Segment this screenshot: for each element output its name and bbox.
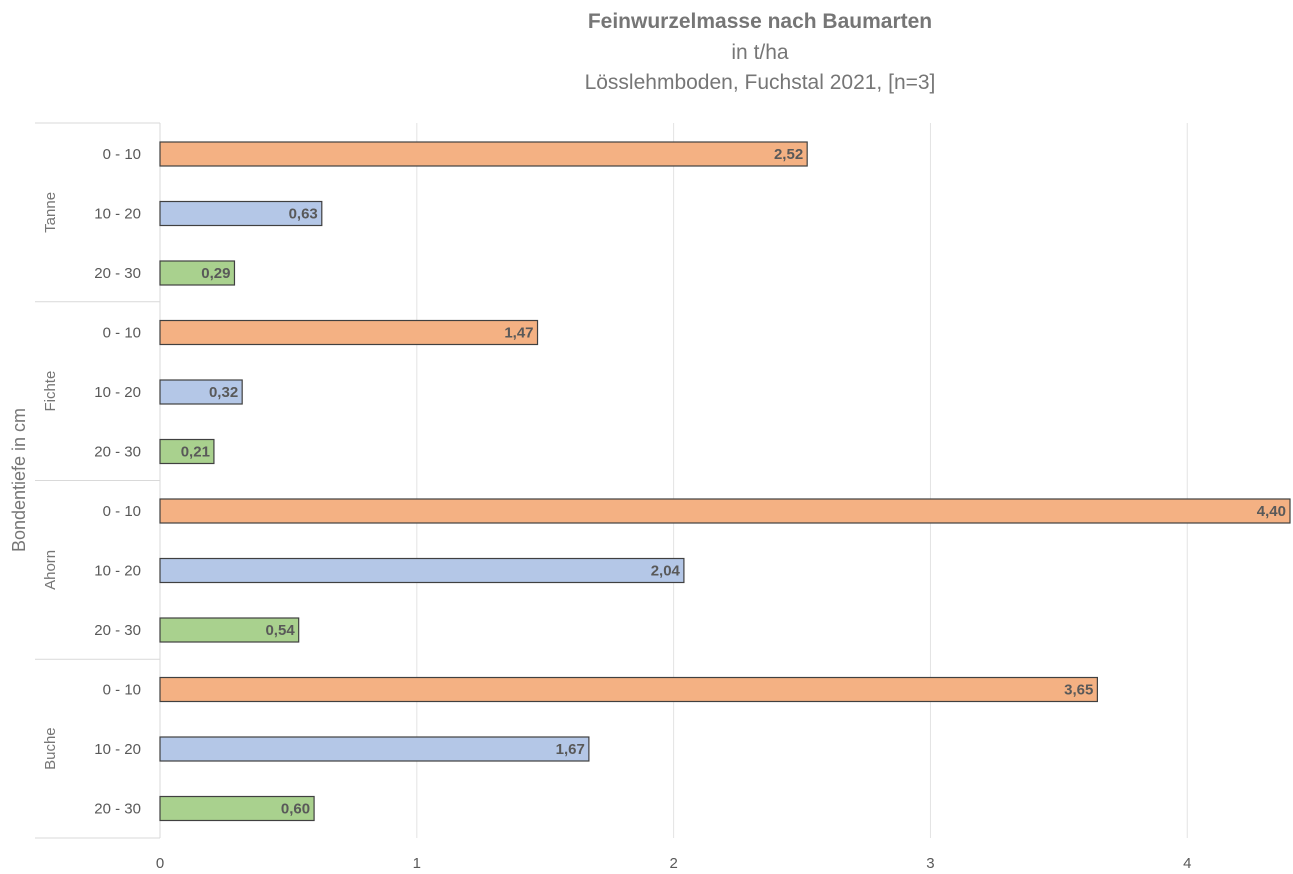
category-label: 10 - 20 <box>94 563 141 580</box>
data-label: 3,65 <box>1064 682 1093 699</box>
x-tick-label: 1 <box>413 855 421 872</box>
data-label: 2,52 <box>774 146 803 163</box>
category-label: 0 - 10 <box>103 325 141 342</box>
bar <box>159 557 685 584</box>
group-label: Ahorn <box>42 550 59 590</box>
bar <box>159 438 215 465</box>
chart-subtitle-location: Lösslehmboden, Fuchstal 2021, [n=3] <box>584 71 936 94</box>
x-tick-label: 0 <box>156 855 164 872</box>
bar <box>159 676 1098 703</box>
labels: 0 1 2 3 4 Tanne 0 - 10 2,52 10 - 20 0,63 20 - 30 0,… <box>42 146 1286 872</box>
y-axis-title: Bondentiefe in cm <box>9 408 29 552</box>
category-label: 20 - 30 <box>94 265 141 282</box>
bar <box>159 795 315 822</box>
data-label: 0,54 <box>265 622 295 639</box>
data-label: 0,63 <box>289 206 318 223</box>
gridlines <box>416 123 1188 838</box>
category-label: 20 - 30 <box>94 622 141 639</box>
data-label: 0,29 <box>201 265 230 282</box>
bar <box>159 379 243 405</box>
chart-subtitle-unit: in t/ha <box>731 41 789 64</box>
x-tick-label: 3 <box>926 855 934 872</box>
data-label: 1,67 <box>556 741 585 758</box>
category-label: 10 - 20 <box>94 384 141 401</box>
data-label: 1,47 <box>504 325 533 342</box>
data-label: 4,40 <box>1257 503 1286 520</box>
category-label: 0 - 10 <box>103 682 141 699</box>
category-label: 10 - 20 <box>94 741 141 758</box>
data-label: 0,21 <box>181 444 210 461</box>
category-axis <box>35 122 161 839</box>
bar <box>159 260 236 286</box>
bar <box>159 141 808 167</box>
x-tick-label: 4 <box>1183 855 1191 872</box>
category-label: 0 - 10 <box>103 146 141 163</box>
category-label: 0 - 10 <box>103 503 141 520</box>
category-label: 20 - 30 <box>94 444 141 461</box>
bars <box>159 141 1291 822</box>
data-label: 0,32 <box>209 384 238 401</box>
bar <box>159 736 590 762</box>
bar <box>159 498 1291 524</box>
group-label: Fichte <box>42 371 59 412</box>
data-label: 2,04 <box>651 563 681 580</box>
chart-title: Feinwurzelmasse nach Baumarten <box>587 10 933 33</box>
x-tick-label: 2 <box>669 855 677 872</box>
bar <box>159 617 300 643</box>
chart-title-block: Feinwurzelmasse nach Baumarten in t/ha L… <box>220 6 1293 98</box>
category-label: 20 - 30 <box>94 801 141 818</box>
bar <box>159 319 539 346</box>
group-label: Tanne <box>42 192 59 233</box>
group-label: Buche <box>42 727 59 770</box>
category-label: 10 - 20 <box>94 206 141 223</box>
data-label: 0,60 <box>281 801 310 818</box>
bar <box>159 200 323 227</box>
